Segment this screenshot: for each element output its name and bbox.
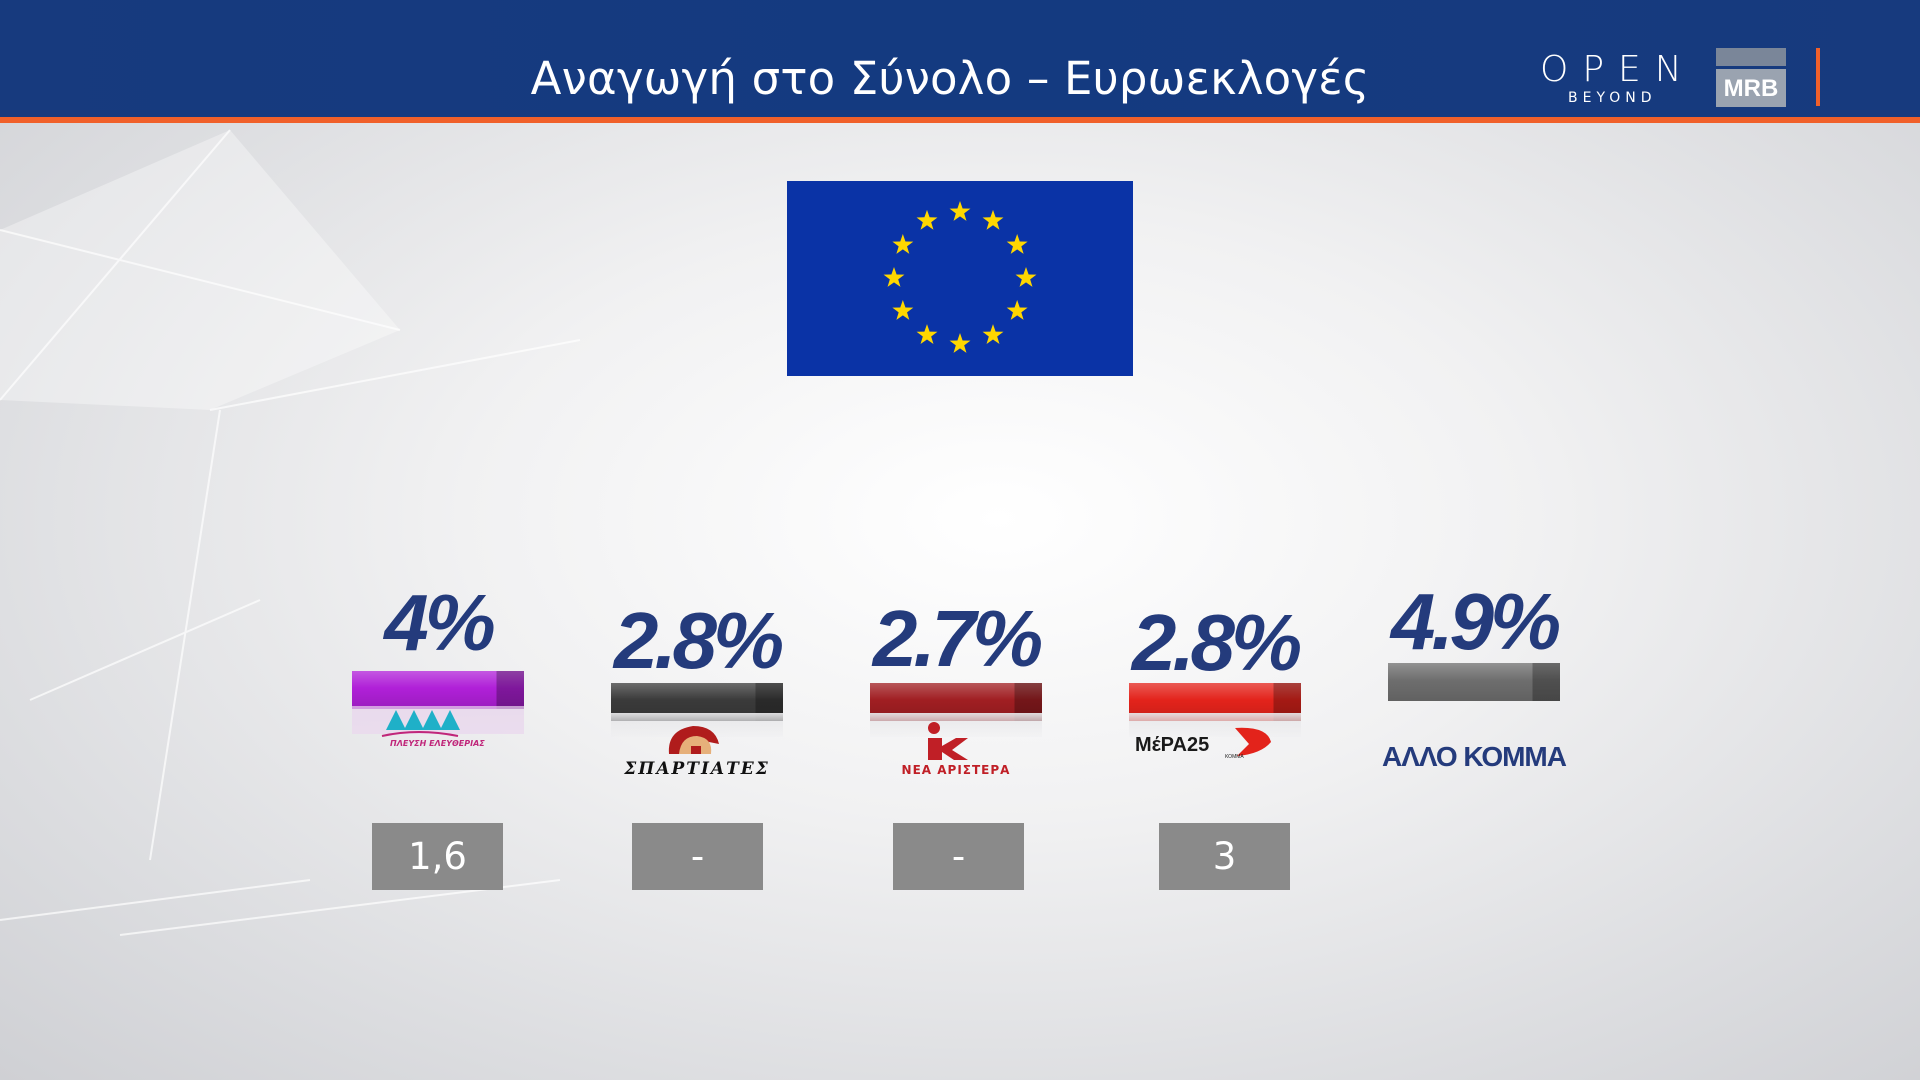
mrb-logo-band: [1716, 48, 1786, 66]
logo-text: ΑΛΛΟ ΚΟΜΜΑ: [1382, 742, 1567, 772]
mrb-logo-text: MRB: [1716, 69, 1786, 107]
eu-star-icon: [1006, 300, 1028, 320]
logo-swallow: [1235, 727, 1271, 756]
party-mera25: 2.8% ΜέΡΑ25 ΚΟΜΜΑ: [1115, 580, 1315, 780]
eu-star-icon: [982, 324, 1004, 345]
bar-reflection: [870, 713, 1042, 737]
logo-mark-triangles: [386, 710, 460, 730]
logo-subtext: ΚΟΜΜΑ: [1225, 754, 1244, 760]
logo-mark: [928, 738, 968, 760]
eu-star-icon: [949, 201, 971, 221]
eu-flag-stars: [883, 201, 1037, 353]
logo-text: ΜέΡΑ25: [1135, 734, 1209, 756]
previous-result-box: 3: [1159, 823, 1290, 890]
nea-aristera-logo: ΝΕΑ ΑΡΙΣΤΕΡΑ: [902, 722, 1011, 777]
mera25-logo: ΜέΡΑ25 ΚΟΜΜΑ: [1135, 727, 1271, 760]
open-logo-word: OPEN: [1540, 49, 1696, 90]
value-label: 4.9%: [1390, 577, 1561, 666]
party-allo-komma: 4.9% ΑΛΛΟ ΚΟΜΜΑ: [1374, 580, 1574, 780]
open-beyond-logo: OPEN BEYOND: [1540, 49, 1696, 112]
eu-star-icon: [949, 333, 971, 353]
eu-flag: [787, 181, 1133, 376]
party-spartiates: 2.8% ΣΠΑΡΤΙΑΤΕΣ: [597, 580, 797, 780]
eu-star-icon: [916, 209, 938, 230]
party-pleusi-eleutherias: 4% ΠΛΕΥΣΗ ΕΛΕΥΘΕΡΙΑΣ: [338, 580, 538, 780]
open-logo-sub: BEYOND: [1568, 90, 1657, 106]
helmet-icon: [679, 736, 712, 754]
previous-result-box: 1,6: [372, 823, 503, 890]
logo-text: ΝΕΑ ΑΡΙΣΤΕΡΑ: [902, 763, 1011, 777]
header-bar: Αναγωγή στο Σύνολο – Ευρωεκλογές OPEN BE…: [0, 0, 1920, 123]
bar-reflection: [1129, 713, 1301, 737]
pleusi-eleutherias-logo: ΠΛΕΥΣΗ ΕΛΕΥΘΕΡΙΑΣ: [352, 706, 524, 748]
party-nea-aristera: 2.7% ΝΕΑ ΑΡΙΣΤΕΡΑ: [856, 580, 1056, 780]
value-label: 2.8%: [613, 596, 784, 685]
eu-star-icon: [892, 300, 914, 320]
logo-swoosh: [381, 731, 459, 737]
eu-star-icon: [982, 209, 1004, 230]
bar-mark: [1388, 663, 1560, 701]
allo-komma-label: ΑΛΛΟ ΚΟΜΜΑ: [1382, 742, 1568, 772]
page-title: Αναγωγή στο Σύνολο – Ευρωεκλογές: [530, 52, 1370, 105]
previous-result-box: -: [632, 823, 763, 890]
mrb-logo: MRB: [1716, 48, 1786, 107]
bar-mark: [352, 671, 524, 709]
value-label: 4%: [384, 578, 496, 667]
eu-star-icon: [883, 267, 905, 287]
logo-text: ΣΠΑΡΤΙΑΤΕΣ: [623, 759, 769, 779]
eu-star-icon: [1015, 267, 1037, 287]
eu-star-icon: [916, 324, 938, 345]
logo-text: ΠΛΕΥΣΗ ΕΛΕΥΘΕΡΙΑΣ: [390, 739, 485, 748]
logo-dot: [928, 722, 940, 734]
header-divider: [1816, 48, 1820, 106]
spartiates-logo: ΣΠΑΡΤΙΑΤΕΣ: [623, 726, 769, 779]
previous-result-box: -: [893, 823, 1024, 890]
eu-star-icon: [892, 234, 914, 254]
value-label: 2.7%: [872, 594, 1043, 683]
value-label: 2.8%: [1131, 598, 1302, 687]
eu-star-icon: [1006, 234, 1028, 254]
